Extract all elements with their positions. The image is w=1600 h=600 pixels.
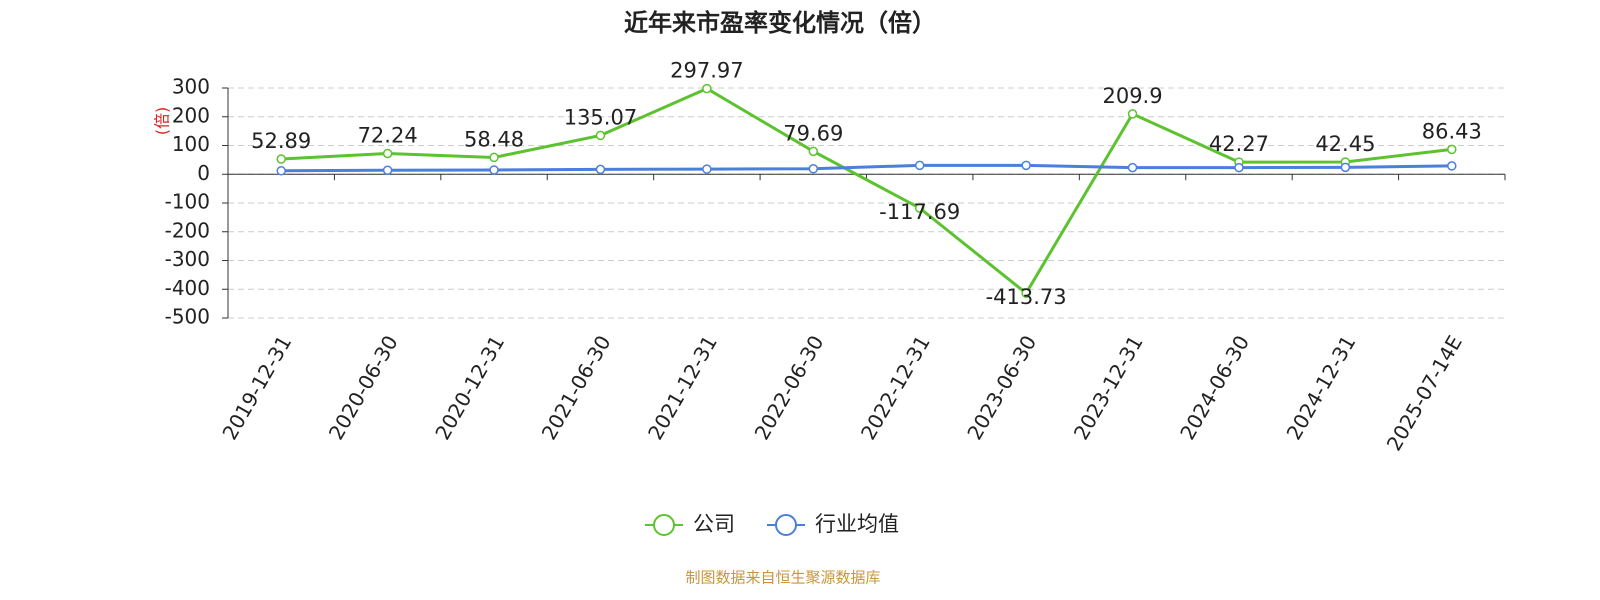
x-tick-label: 2022-12-31 bbox=[856, 331, 935, 444]
x-tick-label: 2021-12-31 bbox=[643, 331, 722, 444]
x-tick-label: 2020-06-30 bbox=[324, 331, 403, 444]
legend-label: 行业均值 bbox=[815, 512, 899, 536]
point bbox=[1127, 162, 1138, 173]
x-tick-label: 2021-06-30 bbox=[537, 331, 616, 444]
legend-marker bbox=[653, 514, 675, 536]
point bbox=[702, 164, 712, 174]
point bbox=[1447, 144, 1457, 155]
point bbox=[808, 146, 819, 157]
x-tick-label: 2023-06-30 bbox=[962, 331, 1041, 444]
data-label: 42.27 bbox=[1209, 132, 1269, 156]
point bbox=[808, 164, 819, 174]
legend-label: 公司 bbox=[693, 512, 735, 536]
x-tick-label: 2022-06-30 bbox=[749, 331, 828, 444]
y-tick-label: -500 bbox=[165, 305, 210, 329]
x-tick-label: 2024-06-30 bbox=[1175, 331, 1254, 444]
point bbox=[595, 130, 606, 141]
chart-title: 近年来市盈率变化情况（倍） bbox=[624, 9, 936, 37]
point bbox=[595, 164, 606, 175]
y-tick-label: -100 bbox=[165, 190, 210, 214]
data-label: 79.69 bbox=[783, 121, 843, 145]
point bbox=[1021, 288, 1031, 298]
x-tick-label: 2024-12-31 bbox=[1282, 331, 1361, 444]
point bbox=[1447, 161, 1457, 171]
y-tick-label: 300 bbox=[172, 75, 210, 99]
data-label: 42.45 bbox=[1315, 132, 1375, 156]
point bbox=[1234, 162, 1244, 173]
y-tick-label: 100 bbox=[172, 132, 210, 156]
x-tick-label: 2019-12-31 bbox=[217, 331, 296, 444]
data-label: 297.97 bbox=[670, 59, 743, 83]
point bbox=[1127, 109, 1138, 119]
data-label: 72.24 bbox=[358, 123, 418, 147]
data-label: 52.89 bbox=[251, 129, 311, 153]
data-label: 86.43 bbox=[1422, 119, 1482, 143]
legend-marker bbox=[775, 514, 797, 536]
point bbox=[914, 203, 925, 213]
point bbox=[489, 165, 499, 175]
point bbox=[489, 152, 499, 163]
point bbox=[914, 160, 925, 171]
point bbox=[276, 166, 286, 176]
y-axis-label: (倍) bbox=[153, 107, 172, 136]
y-tick-label: -200 bbox=[165, 218, 210, 242]
point bbox=[1021, 160, 1031, 171]
data-label: -117.69 bbox=[879, 200, 960, 224]
point bbox=[276, 154, 286, 164]
y-tick-label: 200 bbox=[172, 103, 210, 127]
data-label: -413.73 bbox=[986, 285, 1067, 309]
point bbox=[382, 148, 393, 159]
series-line bbox=[281, 86, 1452, 296]
point bbox=[382, 165, 393, 175]
source-note: 制图数据来自恒生聚源数据库 bbox=[685, 569, 880, 587]
point bbox=[702, 83, 712, 94]
data-label: 58.48 bbox=[464, 127, 524, 151]
x-tick-label: 2020-12-31 bbox=[430, 331, 509, 444]
y-tick-label: -400 bbox=[165, 276, 210, 300]
data-label: 209.9 bbox=[1102, 84, 1162, 108]
y-tick-label: -300 bbox=[165, 247, 210, 271]
series-line bbox=[281, 163, 1452, 173]
y-tick-label: 0 bbox=[197, 161, 210, 185]
point bbox=[1340, 162, 1351, 173]
x-tick-label: 2023-12-31 bbox=[1069, 331, 1148, 444]
data-label: 135.07 bbox=[564, 105, 637, 129]
x-tick-label: 2025-07-14E bbox=[1382, 331, 1467, 455]
